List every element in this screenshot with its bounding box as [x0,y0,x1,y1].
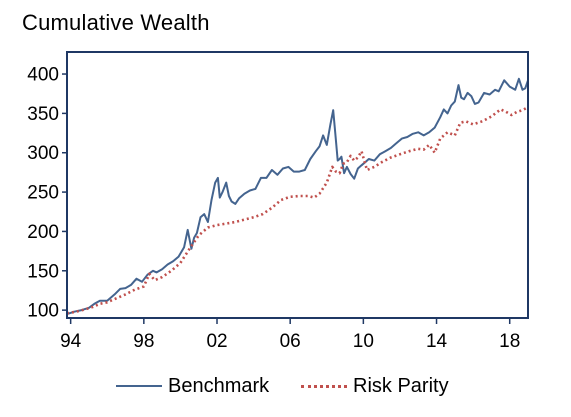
x-tick-label: 06 [280,331,301,352]
y-tick-label: 150 [27,261,59,282]
axes: 100 150 200 250 300 350 400 94 98 02 06 10 14 18 [27,51,529,352]
chart-title: Cumulative Wealth [22,10,210,35]
legend-item-benchmark: Benchmark [116,372,269,400]
y-tick-label: 250 [27,183,59,204]
legend-item-risk-parity: Risk Parity [301,372,449,400]
x-tick-label: 14 [426,331,448,352]
x-tick-label: 18 [499,331,520,352]
y-tick-label: 350 [27,104,59,125]
legend: Benchmark Risk Parity [0,372,571,400]
y-tick-label: 300 [27,143,59,164]
y-tick-label: 100 [27,301,59,322]
legend-swatch-risk-parity [301,384,347,388]
plot-frame [66,51,529,319]
legend-label-risk-parity: Risk Parity [353,374,449,397]
x-tick-label: 02 [206,331,227,352]
plot-area [66,77,529,316]
series-line-risk-parity [66,105,529,315]
x-tick-label: 94 [60,331,82,352]
legend-label-benchmark: Benchmark [168,374,270,397]
x-tick-label: 10 [353,331,374,352]
x-tick-label: 98 [133,331,154,352]
series-line-benchmark [66,77,529,316]
line-chart: 100 150 200 250 300 350 400 94 98 02 06 10 14 18 [27,51,529,352]
legend-swatch-benchmark [116,385,162,387]
y-tick-label: 200 [27,222,59,243]
y-tick-label: 400 [27,65,59,86]
